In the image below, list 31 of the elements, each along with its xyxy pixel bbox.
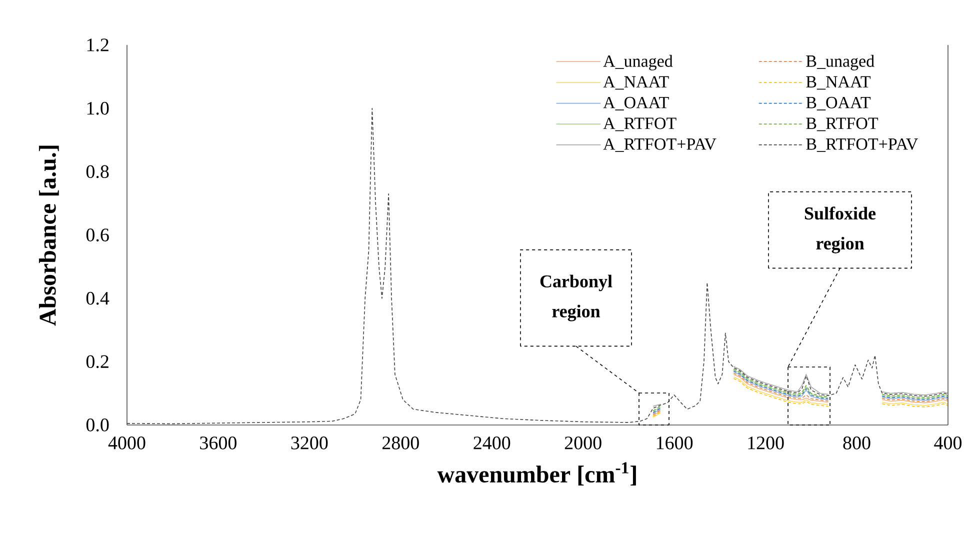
x-axis-title: wavenumber [cm$^{-1}$] <box>437 462 636 486</box>
x-tick-label: 3200 <box>291 436 328 450</box>
legend-label: A_NAAT <box>603 76 669 90</box>
y-tick-label: 1.2 <box>87 38 108 52</box>
y-tick-label: 0.8 <box>86 165 109 178</box>
y-tick-label: 1.0 <box>87 102 109 115</box>
annotation: Sulfoxide region <box>804 206 876 254</box>
y-axis-title: Absorbance [a.u.] <box>38 146 59 326</box>
legend-label: B_RTFOT <box>806 118 878 132</box>
y-tick-label: 0.6 <box>86 228 109 242</box>
legend-label: A_RTFOT+PAV <box>603 138 716 152</box>
legend-label: B_NAAT <box>806 76 871 90</box>
legend-label: A_RTFOT <box>603 118 676 132</box>
x-tick-label: 1200 <box>748 436 784 450</box>
x-tick-label: 2000 <box>564 436 602 450</box>
annotation: Carbonyl region <box>540 274 612 322</box>
x-tick-label: 2800 <box>382 436 419 450</box>
y-tick-label: 0.4 <box>86 292 110 305</box>
legend-label: A_unaged <box>603 54 673 70</box>
y-tick-label: 0.0 <box>86 418 109 432</box>
x-tick-label: 2400 <box>474 436 510 450</box>
x-tick-label: 3600 <box>200 436 236 450</box>
legend-label: B_RTFOT+PAV <box>806 138 918 152</box>
legend-label: A_OAAT <box>603 96 669 110</box>
x-tick-label: 1600 <box>656 436 693 450</box>
legend-label: B_OAAT <box>806 96 871 110</box>
y-tick-label: 0.2 <box>86 355 108 368</box>
x-tick-label: 400 <box>934 436 962 450</box>
x-tick-label: 4000 <box>108 436 146 450</box>
x-tick-label: 800 <box>843 436 870 450</box>
legend-label: B_unaged <box>806 54 874 70</box>
